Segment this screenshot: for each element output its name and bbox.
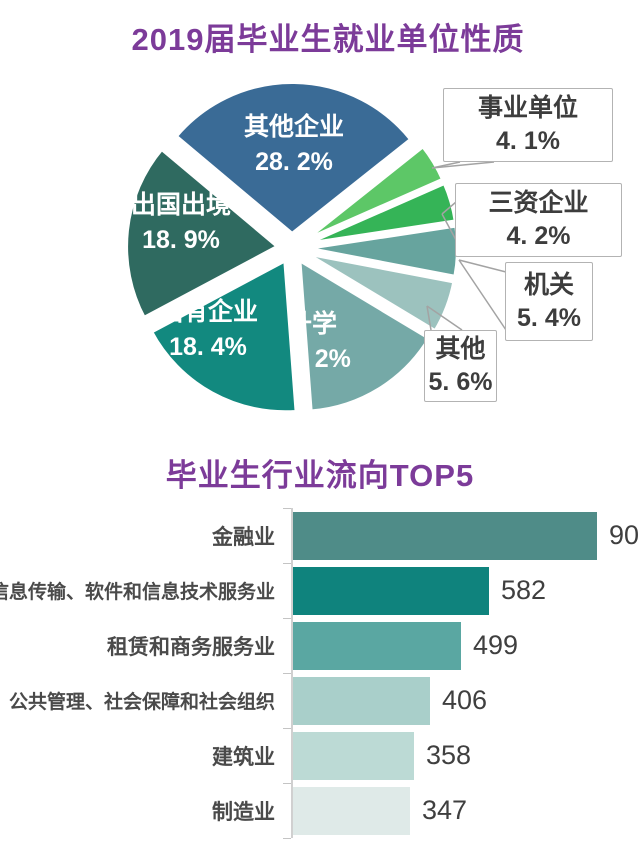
callout-leader-line [431, 161, 495, 169]
pie-slice-label: 18. 9% [142, 226, 220, 254]
callout-leader-line [441, 201, 457, 215]
bar-category-label: 建筑业 [212, 745, 275, 769]
bar-category-label: 信息传输、软件和信息技术服务业 [0, 582, 275, 603]
callout-label: 三资企业 [488, 189, 589, 217]
callout-label: 事业单位 [477, 94, 578, 122]
bar-chart: 金融业 901 信息传输、软件和信息技术服务业 582 租赁和商务服务业 499 公共管理、… [0, 508, 640, 839]
bar-value-label: 901 [609, 520, 640, 550]
bar-value-label: 347 [422, 795, 468, 825]
callout-leader-line [458, 259, 507, 273]
bar-4 [293, 731, 414, 780]
axis-tick [283, 728, 291, 729]
bar-category-label: 公共管理、社会保障和社会组织 [8, 692, 275, 713]
bar-category-label: 金融业 [212, 525, 275, 549]
pie-slice-5 [297, 257, 432, 414]
bar-row: 制造业 347 [0, 783, 640, 838]
pie-slice-7 [124, 146, 281, 320]
bar-5 [293, 786, 410, 835]
bar-2 [293, 621, 461, 670]
pie-slice-label: 其他企业 [244, 112, 344, 141]
pie-slice-3 [303, 223, 460, 279]
bar-row: 公共管理、社会保障和社会组织 406 [0, 673, 640, 728]
pie-slice-label: 18. 4% [169, 333, 247, 361]
bar-value-label: 499 [473, 630, 519, 660]
pie-slice-label: 15. 2% [273, 345, 351, 373]
bar-row: 租赁和商务服务业 499 [0, 618, 640, 673]
axis-tick [283, 508, 291, 509]
pie-slice-label: 国有企业 [158, 297, 258, 326]
pie-callout-other: 其他 5. 6% [424, 330, 497, 402]
bar-category-label: 租赁和商务服务业 [107, 635, 275, 659]
pie-callout-foreign-enterprise: 三资企业 4. 2% [455, 183, 622, 257]
callout-leader-line [431, 161, 461, 169]
pie-slice-0 [173, 80, 414, 237]
callout-leader-line [426, 305, 432, 331]
axis-tick [283, 618, 291, 619]
pie-slice-label: 28. 2% [255, 148, 333, 176]
callout-value: 4. 1% [496, 127, 560, 155]
bar-value-label: 358 [426, 740, 472, 770]
bar-chart-title: 毕业生行业流向TOP5 [165, 458, 475, 493]
pie-callout-government: 机关 5. 4% [505, 262, 593, 341]
pie-chart-title: 2019届毕业生就业单位性质 [131, 22, 525, 57]
pie-slice-1 [301, 144, 446, 243]
callout-value: 4. 2% [506, 222, 571, 250]
pie-slice-2 [303, 180, 458, 247]
bar-axis-line [291, 508, 293, 838]
axis-tick [283, 783, 291, 784]
callout-value: 5. 4% [517, 303, 581, 332]
axis-tick [283, 673, 291, 674]
pie-slice-label: 升学 [287, 309, 337, 338]
pie-slice-4 [303, 250, 457, 334]
pie-slice-6 [149, 258, 299, 415]
bar-1 [293, 566, 489, 615]
callout-label: 机关 [523, 270, 574, 299]
callout-value: 5. 6% [428, 368, 493, 396]
axis-tick [283, 838, 291, 839]
bar-3 [293, 676, 430, 725]
bar-value-label: 582 [501, 575, 547, 605]
callout-label: 其他 [435, 335, 486, 363]
bar-row: 建筑业 358 [0, 728, 640, 783]
bar-category-label: 制造业 [212, 800, 275, 824]
callout-leader-line [458, 259, 507, 331]
callout-leader-line [426, 305, 463, 331]
pie-slice-label: 出国出境 [131, 190, 231, 219]
axis-tick [283, 563, 291, 564]
callout-leader-line [441, 213, 457, 241]
bar-row: 信息传输、软件和信息技术服务业 582 [0, 563, 640, 618]
pie-callout-public-institution: 事业单位 4. 1% [443, 88, 613, 162]
bar-value-label: 406 [442, 685, 488, 715]
bar-row: 金融业 901 [0, 508, 640, 563]
bar-0 [293, 511, 597, 560]
